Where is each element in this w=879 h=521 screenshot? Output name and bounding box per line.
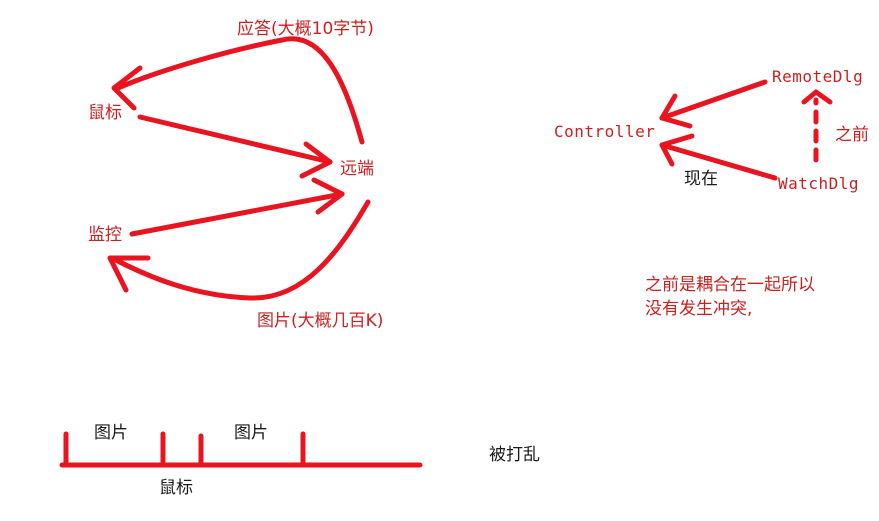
monitor-to-remote-arrow — [129, 191, 345, 237]
remote-dlg-to-controller-arrow-head — [659, 93, 693, 129]
before-dashed-arrow-head — [801, 89, 833, 105]
disrupted-label: 被打乱 — [489, 445, 540, 465]
watch-dlg-to-controller-arrow-head — [659, 133, 695, 167]
mouse-to-remote-arrow-head — [299, 141, 333, 179]
before-label: 之前 — [835, 125, 869, 145]
remote-dlg-to-controller-arrow — [659, 79, 768, 121]
timeline-mouse-label: 鼠标 — [159, 478, 193, 498]
reply-arrow-curve — [115, 36, 365, 145]
reply-label: 应答(大概10字节) — [237, 19, 374, 39]
controller-label: Controller — [554, 122, 656, 141]
image-size-label: 图片(大概几百K) — [257, 311, 384, 331]
remote-label: 远端 — [340, 159, 374, 179]
timeline-image-label-1: 图片 — [94, 423, 128, 443]
coupling-note-line-2: 没有发生冲突, — [645, 299, 753, 319]
monitor-label: 监控 — [88, 225, 122, 245]
mouse-label: 鼠标 — [88, 103, 122, 123]
timeline-image-label-2: 图片 — [234, 423, 268, 443]
image-arrow-head — [107, 255, 151, 293]
now-label: 现在 — [684, 169, 718, 189]
monitor-to-remote-arrow-head — [311, 177, 345, 215]
reply-arrow-head — [111, 65, 143, 111]
watch-dlg-label: WatchDlg — [778, 174, 860, 193]
coupling-note-line-1: 之前是耦合在一起所以 — [645, 275, 815, 295]
mouse-to-remote-arrow — [137, 114, 333, 165]
remote-dlg-label: RemoteDlg — [772, 67, 864, 86]
image-arrow-curve — [109, 199, 371, 301]
watch-dlg-to-controller-arrow — [659, 142, 778, 181]
